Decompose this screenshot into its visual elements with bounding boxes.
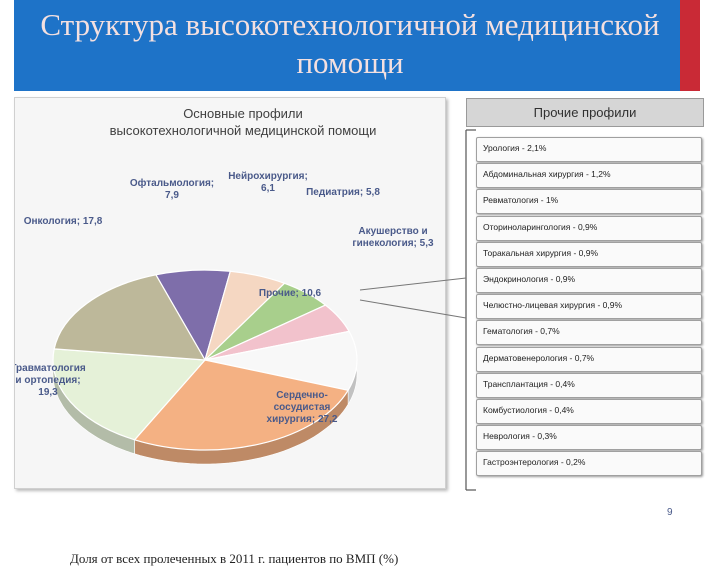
other-profile-item: Гематология - 0,7% [476,320,702,346]
slide-title: Структура высокотехнологичной медицинско… [40,7,660,80]
pie-label-6: Травматология и ортопедия; 19,3 [15,363,86,398]
pie-label-5: Сердечно-сосудистая хирургия; 27,2 [267,390,338,425]
other-profile-item: Урология - 2,1% [476,137,702,162]
other-profile-item: Торакальная хирургия - 0,9% [476,241,702,267]
pie-label-7: Онкология; 17,8 [24,216,103,227]
other-profile-item: Эндокринология - 0,9% [476,268,702,293]
pie-slice-6 [52,348,207,441]
other-profile-label: Ревматология - 1% [483,195,559,206]
other-profile-item: Дерматовенерология - 0,7% [476,346,702,372]
other-profile-item: Комбустиология - 0,4% [476,399,702,424]
pie-slice-4 [204,330,358,391]
pie-chart-panel: Основные профили высокотехнологичной мед… [14,97,446,566]
chart-footnote: Доля от всех пролеченных в 2011 г. пацие… [70,551,399,566]
accent-strip [680,0,700,91]
other-profile-label: Неврология - 0,3% [483,431,557,442]
other-profile-item: Гастроэнтерология - 0,2% [476,451,702,477]
pie-slice-5 [133,359,350,451]
chart-title-line-1: Основные профили [183,106,303,121]
pie-label-4: Прочие; 10,6 [259,288,322,299]
title-bar: Структура высокотехнологичной медицинско… [14,0,700,91]
other-profile-label: Гастроэнтерология - 0,2% [483,457,586,468]
other-profile-label: Торакальная хирургия - 0,9% [483,247,599,258]
pie-labels: Офтальмология; 7,9 Нейрохирургия; 6,1 Педиат… [15,171,434,425]
other-profile-item: Челюстно-лицевая хирургия - 0,9% [476,294,702,320]
other-profile-label: Гематология - 0,7% [483,326,560,337]
other-profile-item: Трансплантация - 0,4% [476,372,702,398]
other-profile-label: Комбустиология - 0,4% [483,405,574,415]
pie-label-2: Педиатрия; 5,8 [306,187,380,198]
other-profile-label: Оториноларингология - 0,9% [483,221,598,232]
other-profile-item: Абдоминальная хирургия - 1,2% [476,163,702,189]
other-profile-label: Абдоминальная хирургия - 1,2% [483,169,611,180]
pie-slices [52,269,358,451]
other-profile-label: Челюстно-лицевая хирургия - 0,9% [483,300,623,311]
other-profile-label: Трансплантация - 0,4% [483,378,575,389]
page-number: 9 [667,507,673,518]
other-profile-label: Эндокринология - 0,9% [483,274,576,284]
other-profiles-header: Прочие профили [466,98,704,127]
chart-title-line-2: высокотехнологичной медицинской помощи [110,123,377,138]
pie-label-1: Нейрохирургия; 6,1 [228,171,308,194]
other-profile-item: Ревматология - 1% [476,189,702,215]
other-profile-item: Неврология - 0,3% [476,425,702,451]
other-profile-item: Оториноларингология - 0,9% [476,215,702,241]
pie-slice-7 [53,274,207,361]
pie-label-3: Акушерство и гинекология; 5,3 [352,226,434,249]
other-profile-label: Урология - 2,1% [483,143,547,153]
pie-label-0: Офтальмология; 7,9 [130,177,214,201]
pie-chart: Основные профили высокотехнологичной мед… [15,106,434,465]
other-profile-label: Дерматовенерология - 0,7% [483,352,595,363]
